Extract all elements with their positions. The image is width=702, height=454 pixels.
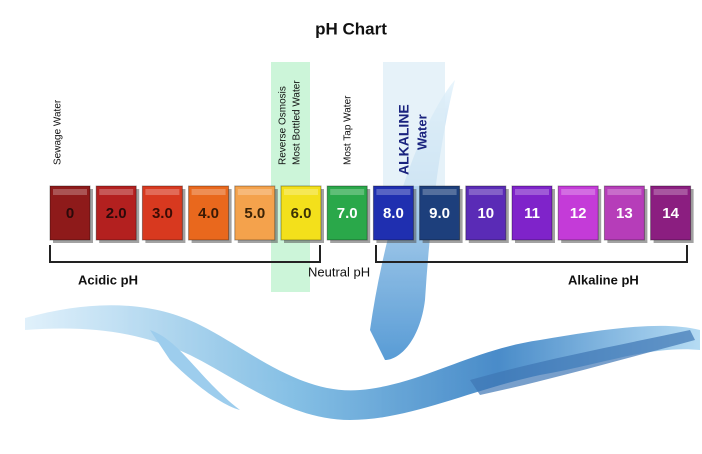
block-highlight	[653, 189, 688, 195]
block-label: 11	[524, 205, 540, 222]
block-label: 4.0	[198, 205, 219, 222]
block	[419, 185, 461, 241]
block	[188, 185, 230, 241]
water-splash	[25, 80, 700, 420]
block-highlight	[53, 189, 87, 195]
note: Most Bottled Water	[292, 80, 303, 165]
note: Water	[414, 114, 429, 150]
block-label: 13	[616, 205, 633, 222]
block	[372, 185, 414, 241]
block-label: 0	[66, 205, 74, 222]
block-highlight	[376, 189, 411, 195]
block-label: 12	[570, 205, 587, 222]
block-label: 14	[662, 205, 679, 222]
block-label: 10	[477, 205, 494, 222]
block-highlight	[99, 189, 134, 195]
block	[234, 185, 276, 241]
block	[326, 185, 368, 241]
block-label: 6.0	[291, 205, 312, 222]
block-label: 2.0	[106, 205, 127, 222]
note: Most Tap Water	[343, 95, 354, 165]
block-label: 8.0	[383, 205, 404, 222]
range-label: Neutral pH	[308, 264, 370, 279]
block-highlight	[237, 189, 272, 195]
note: ALKALINE	[396, 104, 412, 175]
range-label: Alkaline pH	[568, 272, 639, 287]
block-highlight	[515, 189, 549, 195]
range-label: Acidic pH	[78, 272, 138, 287]
block	[280, 185, 322, 241]
block-label: 7.0	[337, 205, 358, 222]
block-highlight	[607, 189, 642, 195]
block	[465, 185, 507, 241]
bracket	[49, 245, 321, 263]
block-highlight	[284, 189, 318, 195]
bracket	[375, 245, 688, 263]
block	[95, 185, 137, 241]
block	[141, 185, 183, 241]
block-highlight	[561, 189, 596, 195]
title: pH Chart	[315, 19, 387, 38]
block	[557, 185, 599, 241]
note: Reverse Osmosis	[278, 86, 289, 165]
highlight-band	[271, 62, 310, 292]
block-highlight	[191, 189, 226, 195]
block-highlight	[422, 189, 457, 195]
note: Sewage Water	[53, 99, 64, 165]
block-highlight	[468, 189, 503, 195]
block-label: 3.0	[152, 205, 173, 222]
block-label: 5.0	[244, 205, 265, 222]
block-highlight	[330, 189, 365, 195]
block	[603, 185, 645, 241]
highlight-band	[383, 62, 445, 186]
block	[511, 185, 553, 241]
block	[49, 185, 91, 241]
block-highlight	[145, 189, 180, 195]
block	[650, 185, 692, 241]
block-label: 9.0	[429, 205, 450, 222]
blocks: 0 2.0 3.0 4.0 5.0 6.0 7.0 8.0 9.0 10 11 12 13 14	[49, 185, 694, 243]
